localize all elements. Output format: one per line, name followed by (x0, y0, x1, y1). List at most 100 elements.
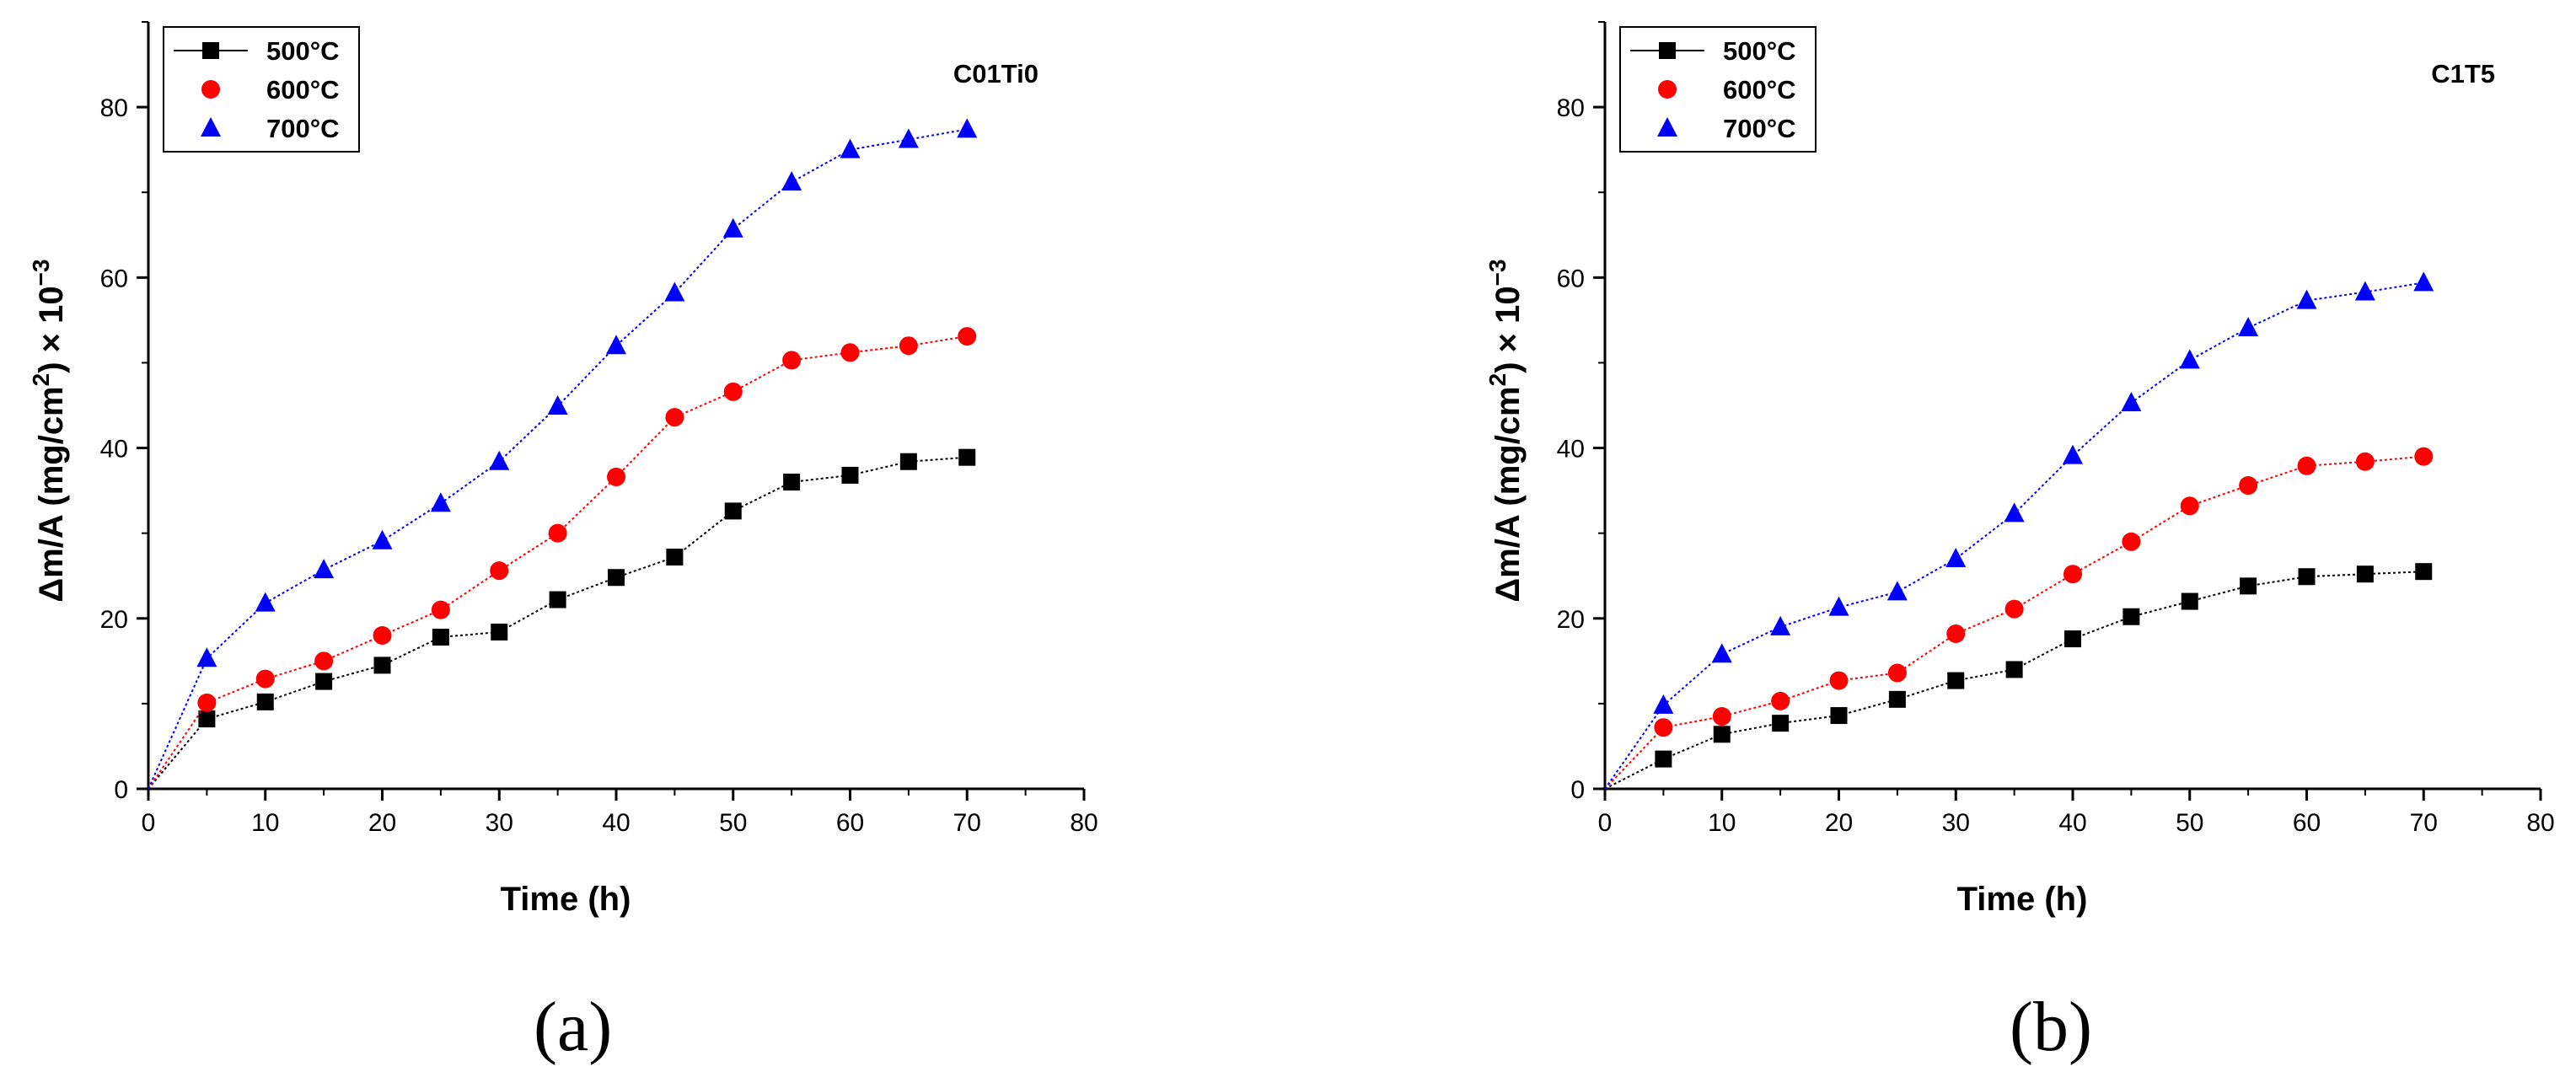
series-line (148, 456, 968, 790)
y-axis-title-sup: 2 (1484, 373, 1511, 387)
data-point (2181, 592, 2198, 610)
data-point (314, 651, 334, 671)
data-point (255, 592, 276, 612)
data-point (431, 600, 450, 619)
panel-label-a: (a) (534, 986, 612, 1068)
series-700°C (1604, 271, 2434, 790)
legend-marker (1658, 80, 1677, 99)
data-point (782, 351, 802, 370)
x-axis-title: Time (h) (501, 881, 631, 918)
data-point (1770, 615, 1791, 635)
data-point (372, 529, 393, 549)
data-point (783, 474, 801, 490)
data-point (2415, 563, 2433, 581)
data-point (1654, 718, 1673, 737)
data-point (665, 408, 684, 427)
data-point (724, 502, 742, 520)
chart-title: C01Ti0 (953, 59, 1038, 88)
x-tick-label: 60 (2293, 809, 2321, 837)
legend-marker (1657, 117, 1677, 137)
data-point (841, 466, 859, 484)
data-point (607, 467, 625, 486)
data-point (2355, 452, 2375, 471)
panel-label-b-letter: b (2032, 988, 2069, 1066)
data-point (2121, 391, 2142, 411)
y-axis-title-exp: −3 (28, 259, 54, 286)
data-point (666, 548, 684, 565)
y-tick-label: 0 (114, 776, 128, 804)
data-point (255, 669, 275, 689)
x-tick-label: 20 (368, 809, 396, 837)
data-point (314, 559, 335, 579)
data-point (196, 647, 217, 667)
data-point (373, 626, 392, 645)
panel-label-b-open: ( (2010, 988, 2033, 1066)
legend-marker (201, 80, 220, 99)
legend-label: 500°C (1723, 36, 1796, 66)
x-tick-label: 70 (953, 809, 981, 837)
data-point (548, 523, 567, 543)
data-point (2064, 630, 2081, 648)
data-point (2298, 568, 2316, 586)
data-point (2004, 502, 2025, 523)
legend-box (163, 26, 360, 153)
series-500°C (1604, 563, 2433, 790)
x-tick-label: 0 (1598, 809, 1613, 837)
data-point (1829, 671, 1849, 690)
legend-label: 600°C (266, 75, 340, 105)
data-point (899, 336, 918, 356)
data-point (1946, 624, 1966, 643)
data-point (430, 492, 451, 512)
series-700°C (148, 118, 978, 790)
data-point (1947, 672, 1965, 689)
data-point (2413, 271, 2434, 292)
data-point (549, 591, 566, 608)
chart-b: 0 10 20 30 40 50 60 70 80 0 20 40 60 80 Time (h) Δm/A (… (1484, 21, 2555, 918)
data-point (1772, 715, 1790, 732)
panel-label-b: (b) (2010, 986, 2092, 1068)
legend-label: 700°C (266, 114, 340, 143)
chart-title: C1T5 (2431, 59, 2495, 88)
x-tick-label: 10 (251, 809, 279, 837)
data-point (1771, 691, 1790, 710)
data-point (2356, 565, 2374, 583)
data-point (2296, 289, 2317, 309)
data-point (2123, 608, 2140, 625)
x-tick-label: 70 (2410, 809, 2438, 837)
series-line (1604, 455, 2424, 790)
data-point (489, 450, 510, 470)
y-axis-title-tail: ) × 10 (33, 286, 70, 373)
data-point (664, 281, 685, 302)
data-point (2180, 496, 2199, 516)
data-point (781, 171, 802, 191)
data-point (373, 657, 391, 674)
y-axis-title: Δm/A (mg/cm2) × 10−3 (1484, 259, 1527, 602)
data-point (315, 673, 333, 690)
data-point (1711, 643, 1732, 663)
data-point (2297, 456, 2316, 475)
legend-label: 500°C (266, 36, 340, 66)
series-600°C (148, 327, 977, 790)
panel-label-b-close: ) (2068, 988, 2092, 1066)
data-point (840, 138, 861, 158)
data-point (958, 327, 977, 346)
y-axis-title-sup: 2 (28, 373, 54, 387)
data-point (723, 382, 743, 401)
data-point (2239, 476, 2258, 496)
data-point (958, 448, 976, 466)
data-point (2005, 661, 2023, 678)
data-point (1887, 663, 1907, 683)
y-tick-label: 60 (100, 265, 128, 292)
y-axis-title: Δm/A (mg/cm2) × 10−3 (28, 259, 70, 602)
x-tick-label: 30 (486, 809, 513, 837)
data-point (198, 710, 216, 728)
y-tick-label: 20 (100, 606, 128, 634)
x-tick-label: 40 (2058, 809, 2086, 837)
x-tick-label: 40 (602, 809, 630, 837)
data-point (899, 453, 917, 470)
panel-label-a-open: ( (534, 988, 557, 1066)
data-point (491, 623, 508, 641)
data-point (2063, 444, 2083, 464)
x-tick-label: 80 (2526, 809, 2554, 837)
